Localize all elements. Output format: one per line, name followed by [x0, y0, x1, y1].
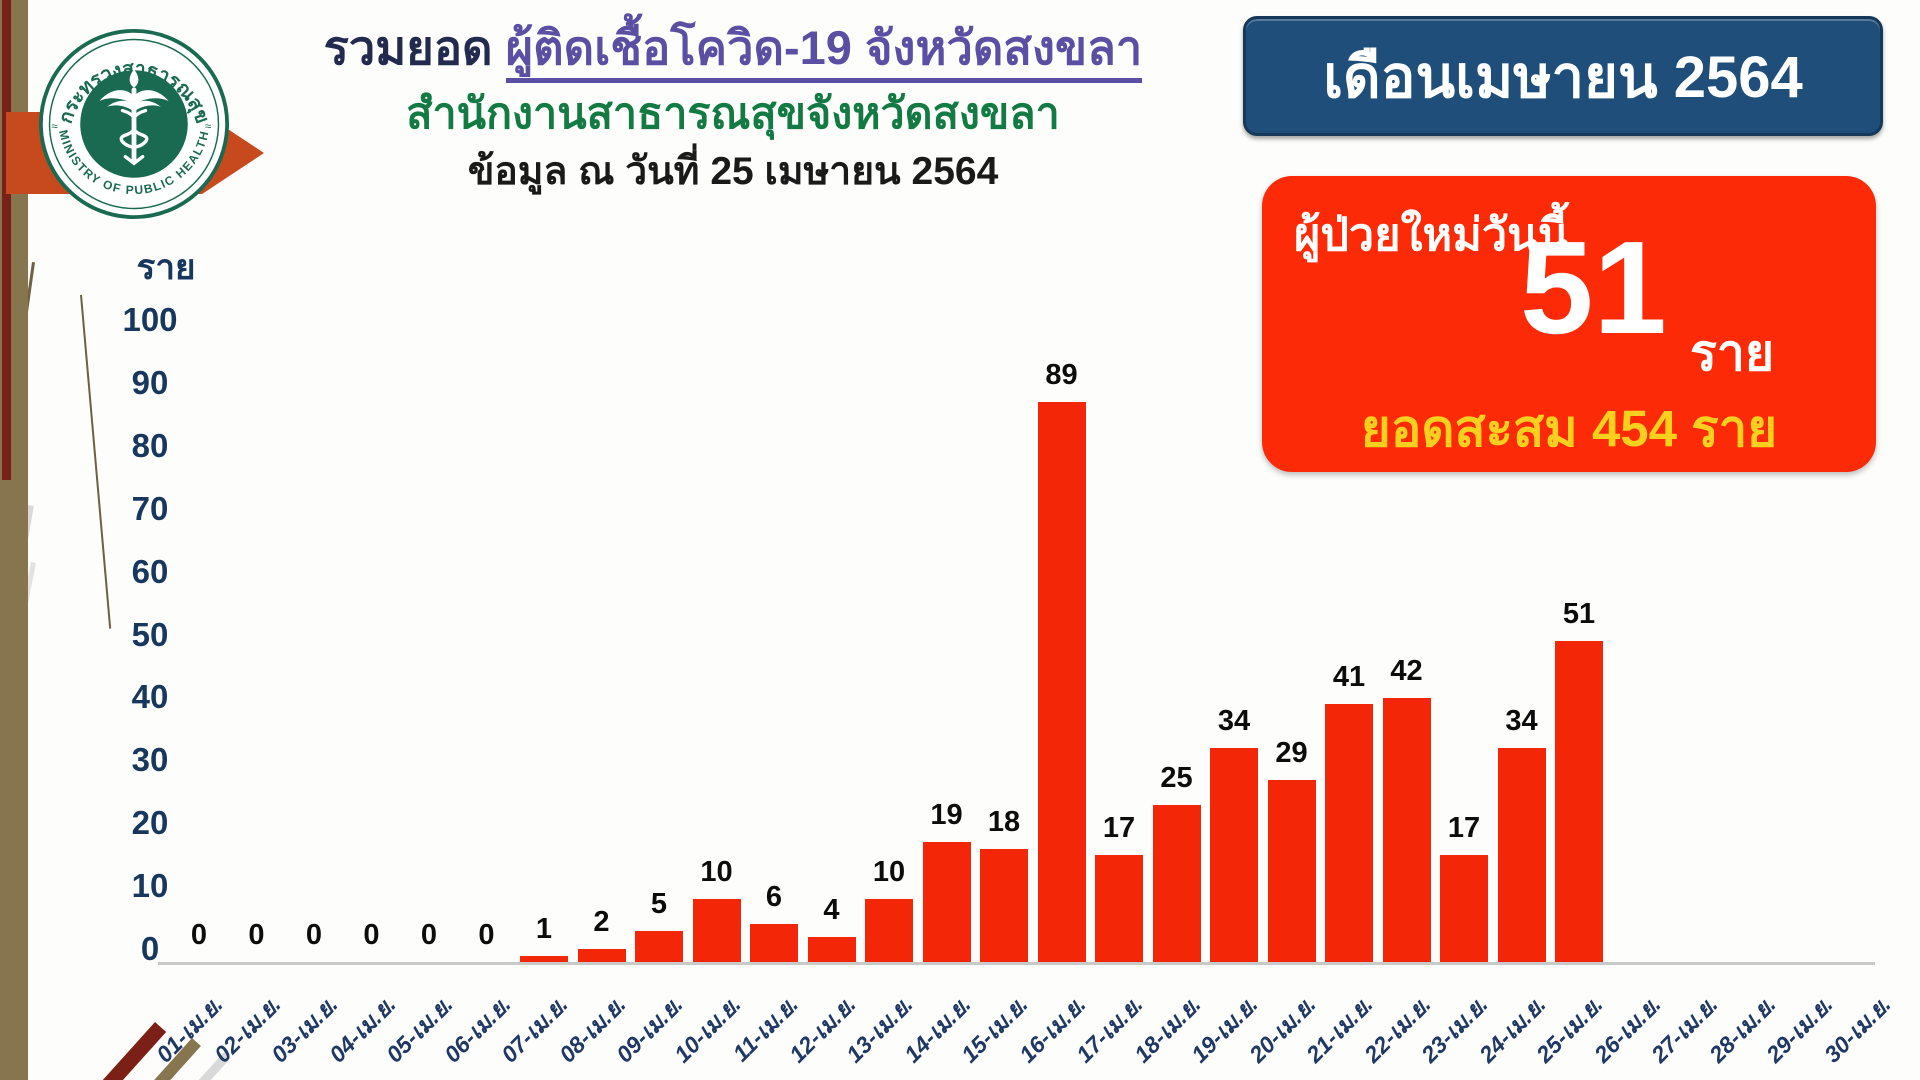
bar: [1210, 748, 1258, 962]
ministry-of-public-health-logo-icon: กระทรวงสาธารณสุข MINISTRY OF PUBLIC HEAL…: [38, 28, 230, 220]
bar-value-label: 17: [1447, 812, 1481, 844]
bar-value-label: 10: [872, 856, 906, 888]
y-axis-tick-label: 80: [131, 426, 169, 464]
header: รวมยอด ผู้ติดเชื้อโควิด-19 จังหวัดสงขลา …: [233, 16, 1233, 198]
y-axis-unit-label: ราย: [136, 248, 196, 287]
bar-value-label: 17: [1102, 812, 1136, 844]
bar: [750, 924, 798, 962]
title-main-underlined: ผู้ติดเชื้อโควิด-19 จังหวัดสงขลา: [505, 21, 1143, 83]
bar: [1497, 748, 1546, 962]
y-axis-tick-label: 50: [131, 615, 169, 653]
bar: [1037, 402, 1086, 962]
bar-value-label: 25: [1160, 762, 1193, 794]
bar-value-label: 4: [823, 894, 840, 926]
y-axis-tick-label: 30: [131, 741, 169, 779]
bar-value-label: 5: [650, 888, 668, 920]
bar-value-label: 0: [305, 919, 323, 951]
bar: [1440, 855, 1488, 962]
bar-value-label: 29: [1275, 737, 1308, 769]
bar: [577, 949, 626, 962]
bar-value-label: 41: [1332, 661, 1366, 693]
bar: [1152, 805, 1201, 962]
y-axis-tick-label: 70: [131, 489, 169, 527]
bar-value-label: 51: [1562, 598, 1596, 630]
bar-value-label: 0: [190, 919, 208, 951]
bar: [520, 956, 568, 962]
cumulative-total: ยอดสะสม 454 ราย: [1360, 400, 1778, 457]
bar-value-label: 1: [535, 913, 553, 945]
bar: [635, 931, 683, 962]
bar-value-label: 0: [248, 919, 265, 951]
y-axis-tick-label: 60: [131, 552, 169, 590]
bar-value-label: 18: [987, 806, 1021, 838]
y-axis-tick-label: 10: [131, 867, 169, 905]
band-ornament-left-icon: ≈: [51, 121, 57, 133]
bar-value-label: 42: [1390, 655, 1423, 687]
bar: [865, 899, 913, 962]
bar-value-label: 0: [478, 919, 495, 951]
new-cases-label: ผู้ป่วยใหม่วันนี้: [1294, 209, 1569, 260]
caduceus-emblem-icon: [99, 69, 169, 166]
bar: [692, 899, 741, 962]
bar: [1267, 780, 1316, 962]
x-axis-line: [158, 962, 1875, 965]
y-axis-tick-label: 20: [131, 804, 169, 842]
band-ornament-right-icon: ≈: [205, 121, 211, 133]
bar: [980, 849, 1028, 962]
new-cases-value: 51: [1520, 214, 1667, 361]
bar-value-label: 19: [930, 799, 963, 831]
bar-value-label: 6: [765, 881, 783, 913]
data-as-of-date: ข้อมูล ณ วันที่ 25 เมษายน 2564: [467, 150, 999, 193]
new-cases-summary-card: ผู้ป่วยใหม่วันนี้ 51 ราย ยอดสะสม 454 ราย: [1262, 176, 1876, 472]
page-title: รวมยอด ผู้ติดเชื้อโควิด-19 จังหวัดสงขลา: [233, 16, 1233, 83]
bar-value-label: 34: [1217, 705, 1251, 737]
bar: [1325, 704, 1373, 962]
y-axis-tick-label: 0: [140, 930, 160, 967]
bar: [807, 937, 856, 962]
bar: [1555, 641, 1603, 962]
bar-value-label: 2: [593, 906, 610, 938]
title-prefix: รวมยอด: [323, 21, 493, 74]
bar: [1382, 698, 1431, 962]
bar-value-label: 10: [700, 856, 733, 888]
bar-value-label: 0: [420, 919, 438, 951]
left-maroon-strip: [2, 0, 11, 480]
bar-value-label: 0: [363, 919, 380, 951]
subtitle-office: สำนักงานสาธารณสุขจังหวัดสงขลา: [406, 90, 1060, 138]
y-axis-tick-label: 100: [122, 301, 178, 338]
bar-value-label: 34: [1505, 705, 1538, 737]
month-badge: เดือนเมษายน 2564: [1243, 16, 1883, 136]
y-axis-tick-label: 40: [131, 678, 169, 716]
bar: [922, 842, 971, 962]
bar-value-label: 89: [1045, 359, 1078, 391]
y-axis-tick-label: 90: [131, 363, 169, 401]
new-cases-unit: ราย: [1690, 325, 1775, 381]
bar: [1095, 855, 1143, 962]
